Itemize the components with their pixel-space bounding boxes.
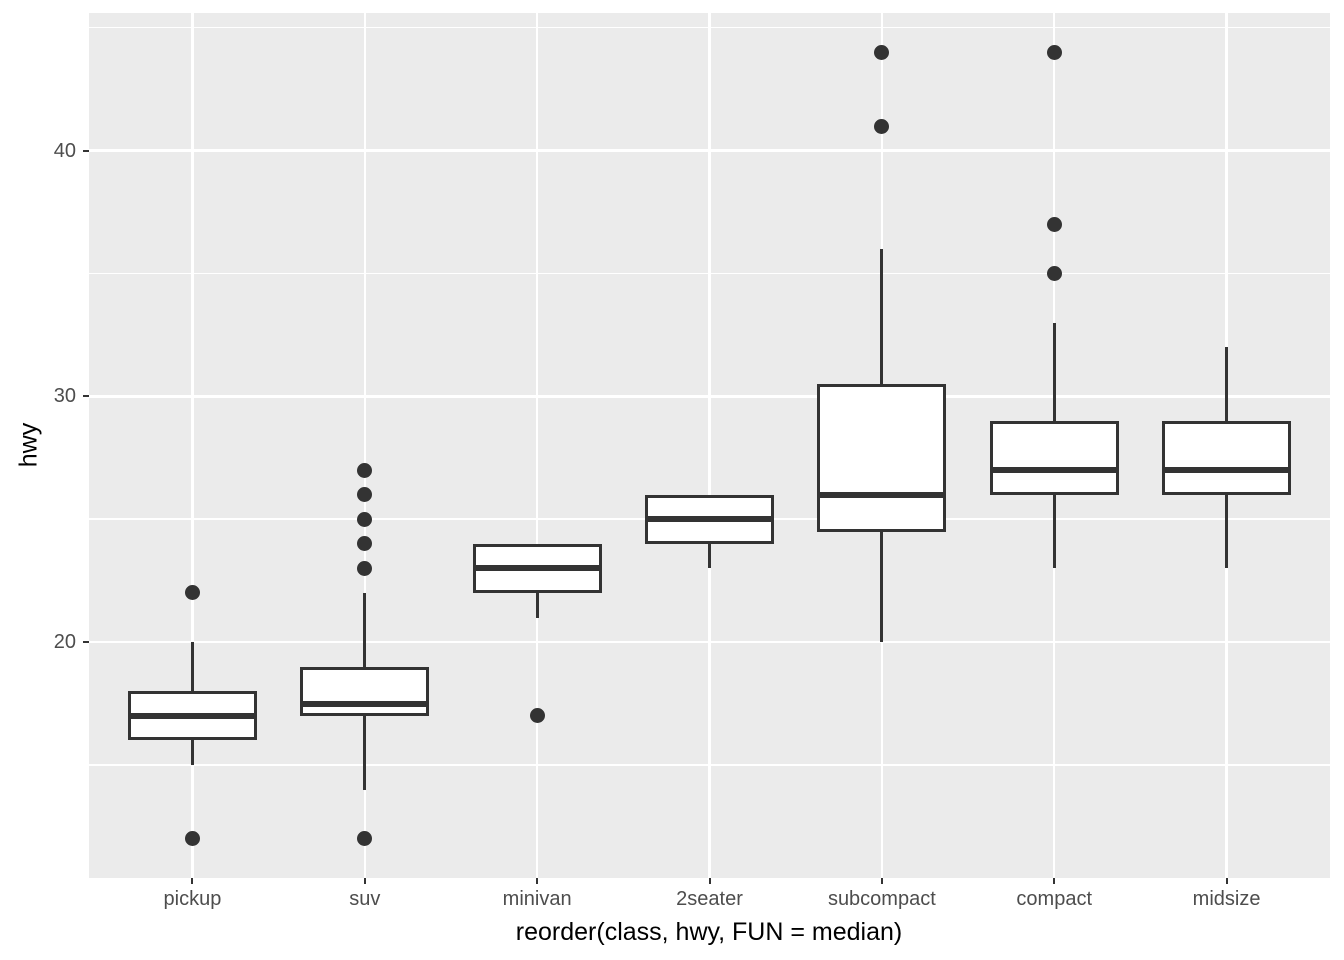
x-tick-mark [1225, 878, 1228, 884]
outlier-point-suv [357, 487, 373, 503]
y-tick-label: 40 [53, 139, 76, 162]
y-tick-mark [83, 149, 89, 152]
x-tick-mark [191, 878, 194, 884]
upper-whisker-subcompact [880, 248, 884, 385]
outlier-point-compact [1046, 265, 1062, 281]
outlier-point-minivan [529, 708, 545, 724]
outlier-point-pickup [184, 831, 200, 847]
outlier-point-suv [357, 462, 373, 478]
lower-whisker-midsize [1225, 494, 1229, 569]
category-gridline [535, 13, 539, 878]
outlier-point-suv [357, 536, 373, 552]
median-line-suv [300, 700, 430, 707]
x-tick-mark [708, 878, 711, 884]
median-line-midsize [1161, 467, 1292, 474]
outlier-point-subcompact [874, 118, 890, 134]
category-gridline [708, 13, 711, 878]
y-tick-label: 20 [53, 631, 76, 654]
upper-whisker-suv [363, 592, 367, 667]
outlier-point-suv [357, 511, 373, 527]
category-gridline [363, 13, 367, 878]
plot-panel [89, 13, 1330, 878]
outlier-point-pickup [184, 585, 200, 601]
x-tick-mark [536, 878, 539, 884]
upper-whisker-pickup [190, 642, 194, 692]
outlier-point-subcompact [874, 44, 890, 60]
boxplot-box-2seater [644, 494, 775, 544]
x-tick-label-minivan: minivan [502, 888, 572, 910]
x-tick-mark [1053, 878, 1056, 884]
lower-whisker-pickup [190, 740, 194, 765]
boxplot-box-subcompact [817, 384, 947, 532]
median-line-compact [989, 467, 1119, 474]
boxplot-box-minivan [472, 543, 602, 593]
lower-whisker-subcompact [880, 531, 884, 643]
x-tick-label-2seater: 2seater [676, 888, 743, 910]
lower-whisker-minivan [535, 592, 539, 618]
x-tick-label-compact: compact [1016, 888, 1093, 910]
lower-whisker-suv [363, 715, 367, 790]
lower-whisker-compact [1052, 494, 1056, 569]
x-tick-label-subcompact: subcompact [827, 888, 936, 910]
y-tick-mark [83, 641, 89, 644]
outlier-point-suv [357, 560, 373, 576]
x-tick-label-midsize: midsize [1192, 888, 1261, 910]
boxplot-box-compact [989, 420, 1119, 495]
boxplot-box-pickup [127, 691, 258, 741]
x-tick-label-pickup: pickup [163, 888, 222, 910]
x-axis-title: reorder(class, hwy, FUN = median) [515, 918, 903, 946]
upper-whisker-compact [1052, 322, 1056, 421]
outlier-point-compact [1046, 44, 1062, 60]
x-tick-label-suv: suv [349, 888, 381, 910]
x-tick-mark [363, 878, 366, 884]
lower-whisker-2seater [708, 543, 711, 569]
y-tick-mark [83, 395, 89, 398]
category-gridline [191, 13, 194, 878]
upper-whisker-midsize [1225, 347, 1229, 421]
y-tick-label: 30 [53, 385, 76, 408]
boxplot-box-midsize [1161, 420, 1292, 495]
outlier-point-suv [357, 831, 373, 847]
median-line-2seater [644, 516, 775, 523]
median-line-minivan [472, 565, 602, 572]
median-line-pickup [127, 712, 258, 719]
outlier-point-compact [1046, 216, 1062, 232]
boxplot-box-suv [300, 666, 430, 716]
y-axis-title: hwy [14, 422, 43, 468]
x-tick-mark [880, 878, 883, 884]
median-line-subcompact [817, 491, 947, 498]
